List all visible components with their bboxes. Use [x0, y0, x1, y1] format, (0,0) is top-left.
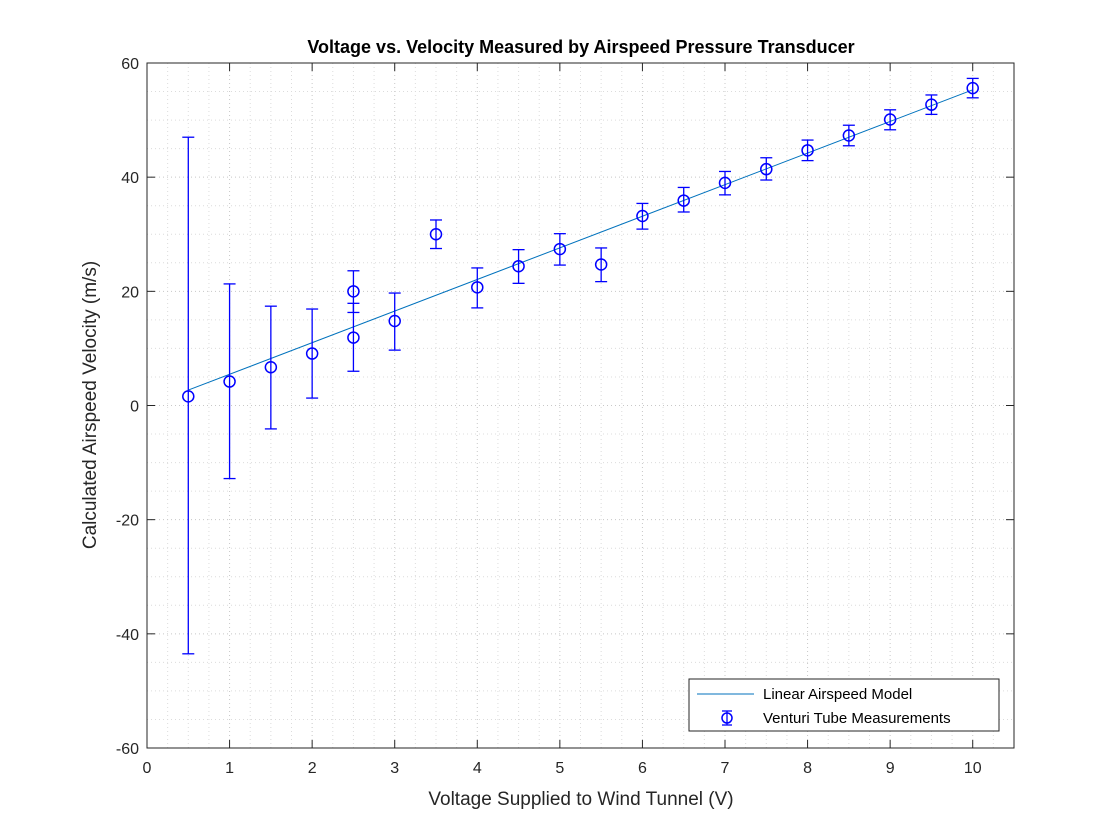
point-marker	[801, 144, 814, 157]
y-tick-label: -20	[116, 513, 139, 530]
point-marker	[842, 129, 856, 142]
x-axis-label: Voltage Supplied to Wind Tunnel (V)	[428, 789, 733, 810]
measurement-point	[182, 136, 195, 655]
x-tick-label: 5	[555, 760, 564, 777]
x-tick-label: 0	[143, 760, 152, 777]
measurement-point	[718, 170, 732, 196]
measurement-point	[223, 283, 236, 480]
measurement-point	[801, 139, 814, 162]
measurement-point	[305, 308, 319, 399]
point-marker	[223, 375, 236, 388]
grid	[147, 63, 1014, 748]
y-tick-label: -40	[116, 627, 139, 644]
x-tick-label: 9	[886, 760, 895, 777]
point-marker	[512, 259, 525, 273]
point-marker	[718, 176, 732, 190]
y-tick-label: 0	[130, 399, 139, 416]
measurement-point	[471, 267, 484, 309]
legend-marker-circle	[721, 712, 733, 724]
measurement-point	[883, 109, 897, 131]
measurement-point	[925, 94, 938, 116]
point-marker	[966, 81, 979, 95]
legend-marker-sample	[721, 710, 733, 726]
measurement-point	[512, 249, 525, 284]
x-tick-label: 3	[390, 760, 399, 777]
measurement-point	[966, 77, 979, 99]
point-marker	[553, 242, 567, 256]
x-tick-label: 7	[721, 760, 730, 777]
measurement-points-group	[182, 77, 979, 655]
point-marker	[347, 285, 360, 298]
point-marker	[347, 331, 360, 344]
x-tick-label: 4	[473, 760, 482, 777]
measurement-point	[760, 157, 773, 181]
measurement-point	[842, 124, 856, 147]
point-marker	[677, 194, 690, 207]
x-tick-label: 10	[964, 760, 982, 777]
point-marker	[925, 98, 938, 111]
point-marker	[305, 347, 319, 360]
point-marker	[264, 361, 278, 374]
y-axis-label: Calculated Airspeed Velocity (m/s)	[80, 261, 101, 549]
measurement-point	[347, 302, 360, 372]
measurement-point	[264, 305, 278, 430]
x-tick-label: 1	[225, 760, 234, 777]
y-tick-label: 20	[121, 284, 139, 301]
y-tick-label: -60	[116, 741, 139, 758]
legend-box	[688, 678, 1000, 732]
measurement-point	[677, 186, 690, 213]
legend-entry-measurements: Venturi Tube Measurements	[763, 710, 951, 727]
point-marker	[429, 228, 443, 241]
legend: Linear Airspeed Model Venturi Tube Measu…	[688, 678, 1000, 732]
legend-entry-model: Linear Airspeed Model	[763, 686, 912, 703]
chart-title: Voltage vs. Velocity Measured by Airspee…	[307, 37, 854, 57]
point-marker	[388, 314, 401, 328]
model-line-group	[188, 89, 973, 391]
y-tick-label: 40	[121, 170, 139, 187]
measurement-point	[553, 233, 567, 266]
measurement-point	[594, 247, 608, 283]
point-marker	[883, 113, 897, 126]
x-tick-label: 2	[308, 760, 317, 777]
measurement-point	[388, 292, 401, 351]
x-tick-label: 8	[803, 760, 812, 777]
y-ticks: -60 -40 -20 0 20 40 60	[116, 56, 1014, 758]
point-marker	[594, 258, 608, 271]
x-ticks: 0 1 2 3 4 5 6 7 8 9 10	[143, 63, 982, 777]
y-tick-label: 60	[121, 56, 139, 73]
plot-area	[146, 62, 1015, 749]
point-marker	[760, 162, 773, 176]
point-marker	[182, 390, 195, 403]
measurement-point	[636, 202, 649, 230]
measurement-point	[429, 219, 443, 250]
x-tick-label: 6	[638, 760, 647, 777]
point-marker	[636, 209, 649, 223]
model-line	[188, 89, 973, 391]
point-marker	[471, 281, 484, 294]
